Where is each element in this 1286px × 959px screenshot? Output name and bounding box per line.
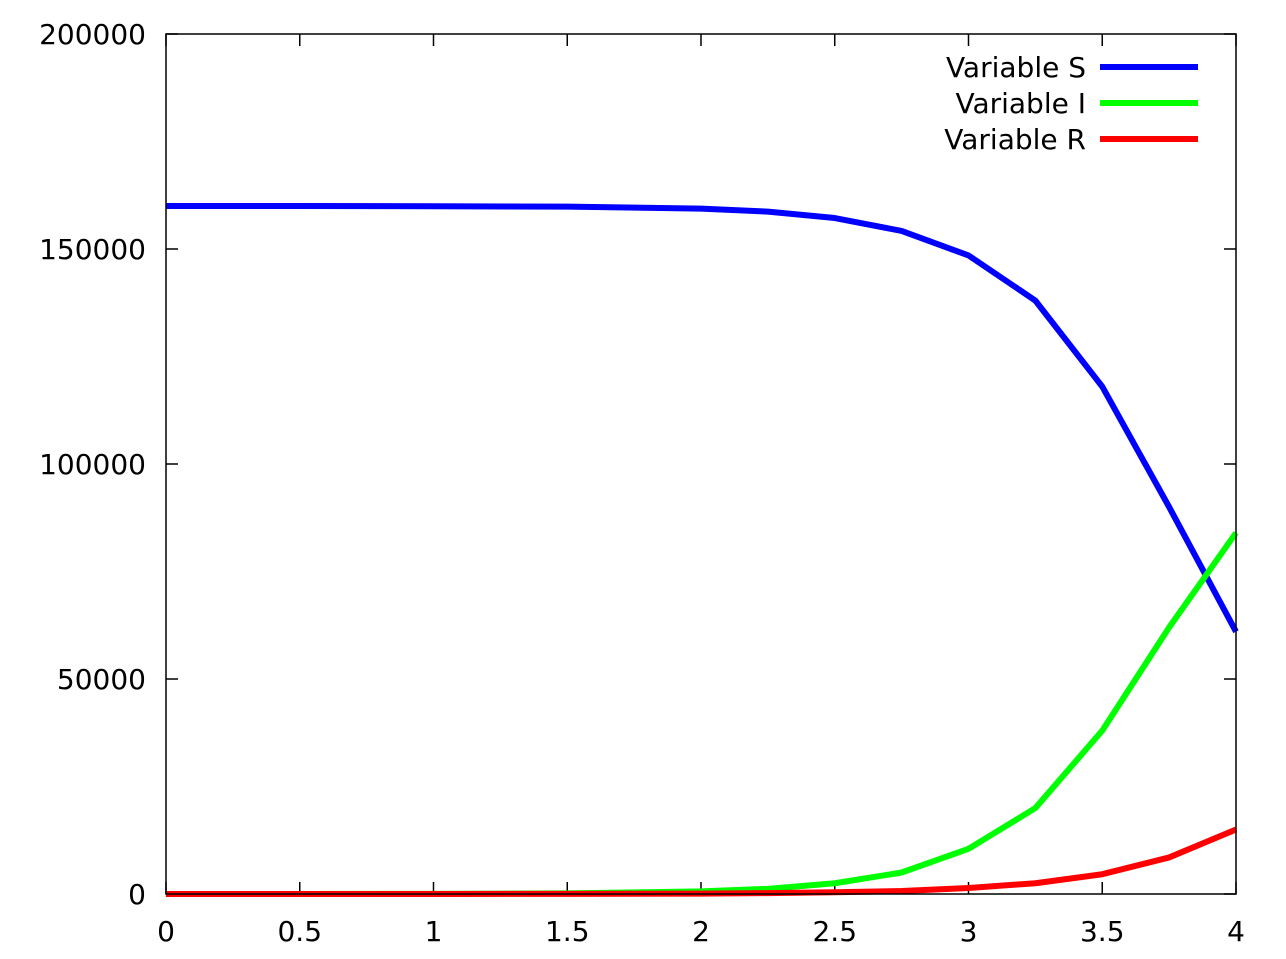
tick-labels: 0 0.5 1 1.5 2 2.5 3 3.5 4 0 50000 100000 150000 20000… xyxy=(39,18,1245,948)
x-tick-label: 0 xyxy=(157,915,175,948)
y-tick-label: 0 xyxy=(128,878,146,911)
legend-label: Variable I xyxy=(955,87,1086,120)
x-tick-label: 2.5 xyxy=(812,915,857,948)
series-line-variable-s xyxy=(165,203,1239,634)
x-tick-label: 1.5 xyxy=(545,915,590,948)
x-tick-label: 0.5 xyxy=(277,915,322,948)
series-line-variable-i xyxy=(165,531,1239,897)
series-lines xyxy=(165,203,1239,897)
y-tick-label: 100000 xyxy=(39,448,146,481)
y-tick-label: 50000 xyxy=(57,663,146,696)
plot-frame xyxy=(165,33,1237,895)
x-tick-label: 3.5 xyxy=(1080,915,1125,948)
x-tick-label: 1 xyxy=(425,915,443,948)
x-tick-label: 2 xyxy=(692,915,710,948)
legend-label: Variable S xyxy=(946,51,1086,84)
legend-label: Variable R xyxy=(944,123,1086,156)
y-tick-label: 200000 xyxy=(39,18,146,51)
x-tick-label: 3 xyxy=(960,915,978,948)
y-tick-label: 150000 xyxy=(39,233,146,266)
x-tick-label: 4 xyxy=(1227,915,1245,948)
